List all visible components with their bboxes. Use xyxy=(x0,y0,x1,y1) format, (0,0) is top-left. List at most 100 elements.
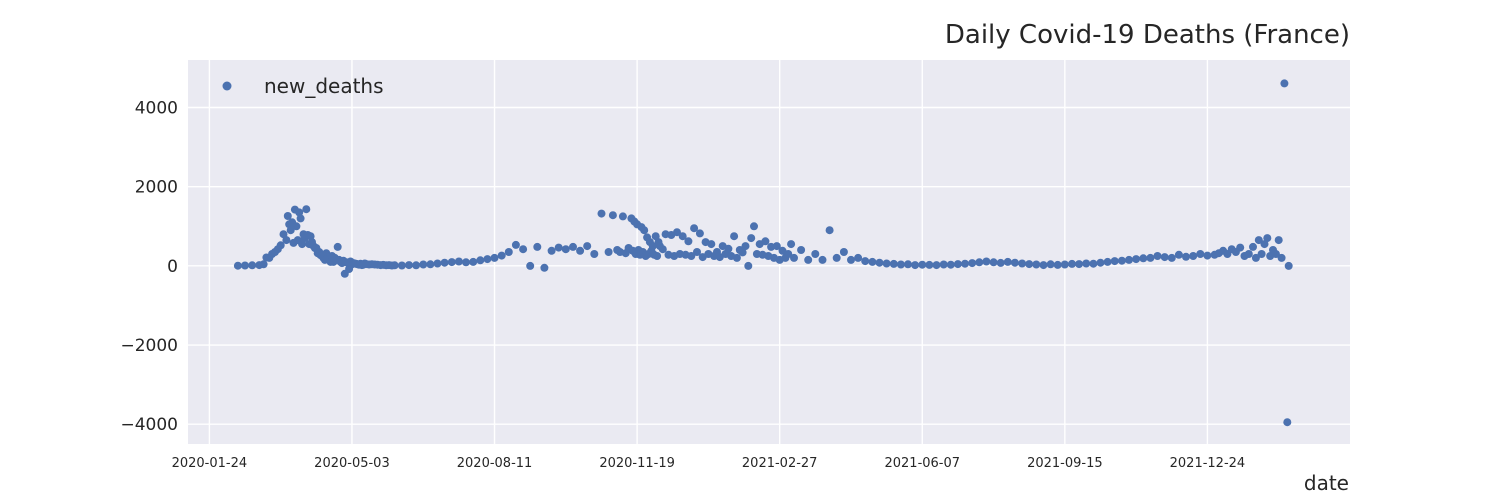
data-point xyxy=(1280,79,1289,88)
data-point xyxy=(882,259,891,268)
data-point xyxy=(419,260,428,269)
y-tick-label: 2000 xyxy=(135,178,178,198)
data-point xyxy=(996,258,1005,267)
data-point xyxy=(695,229,704,238)
data-point xyxy=(554,243,563,252)
data-point xyxy=(1110,257,1119,266)
x-tick-label: 2021-12-24 xyxy=(1170,456,1246,471)
data-point xyxy=(547,246,556,255)
data-point xyxy=(1182,252,1190,261)
data-point xyxy=(804,255,813,264)
x-tick-label: 2021-06-07 xyxy=(884,456,960,471)
data-point xyxy=(1271,250,1280,258)
data-point xyxy=(397,261,406,270)
data-point xyxy=(241,261,249,270)
y-axis: 4000 2000 0 −2000 −4000 xyxy=(120,99,178,436)
data-point xyxy=(490,253,499,262)
x-tick-label: 2020-11-19 xyxy=(599,456,675,471)
x-tick-label: 2020-08-11 xyxy=(457,456,533,471)
data-point xyxy=(896,260,905,269)
data-point xyxy=(761,237,770,246)
data-point xyxy=(690,224,699,233)
x-tick-label: 2020-05-03 xyxy=(314,456,390,471)
legend-label: new_deaths xyxy=(264,74,384,98)
data-point xyxy=(533,242,542,251)
data-point xyxy=(1174,250,1183,259)
data-point xyxy=(497,251,506,260)
legend-marker xyxy=(222,81,232,91)
x-tick-label: 2021-02-27 xyxy=(742,456,818,471)
data-point xyxy=(1032,260,1041,269)
data-point xyxy=(590,250,599,258)
data-point xyxy=(790,253,798,262)
data-point xyxy=(296,214,305,223)
data-point xyxy=(569,242,577,251)
data-point xyxy=(1089,259,1098,268)
data-point xyxy=(286,226,295,235)
data-point xyxy=(693,248,701,256)
data-point xyxy=(1103,257,1112,266)
data-point xyxy=(298,240,307,249)
data-point xyxy=(1018,259,1027,268)
data-point xyxy=(911,261,920,270)
data-point xyxy=(576,246,585,255)
data-point xyxy=(946,260,955,269)
data-point xyxy=(1263,234,1272,243)
data-point xyxy=(1075,260,1084,269)
data-point xyxy=(925,260,934,269)
data-point xyxy=(1139,254,1148,263)
data-point xyxy=(333,242,342,251)
data-point xyxy=(1053,260,1062,269)
data-point xyxy=(875,258,884,267)
data-point xyxy=(597,209,606,218)
data-point xyxy=(648,242,657,251)
data-point xyxy=(1284,261,1293,270)
data-point xyxy=(1236,243,1245,252)
data-point xyxy=(854,253,863,262)
data-point xyxy=(889,259,898,268)
data-point xyxy=(1096,258,1105,267)
data-point xyxy=(1274,236,1283,245)
data-point xyxy=(989,258,998,267)
x-axis-label: date xyxy=(1304,471,1349,495)
data-point xyxy=(405,261,413,270)
data-point xyxy=(462,258,470,267)
data-point xyxy=(1003,257,1012,266)
data-point xyxy=(707,240,716,249)
data-point xyxy=(583,242,592,251)
data-point xyxy=(233,261,242,270)
data-point xyxy=(561,245,570,254)
data-point xyxy=(961,259,969,268)
data-point xyxy=(1260,240,1269,249)
y-tick-label: −2000 xyxy=(120,336,178,356)
data-point xyxy=(1277,253,1286,262)
data-point xyxy=(248,261,257,270)
data-point xyxy=(730,232,739,241)
data-point xyxy=(825,226,834,235)
plot-area xyxy=(188,60,1350,444)
data-point xyxy=(608,211,617,220)
x-axis: 2020-01-24 2020-05-03 2020-08-11 2020-11-19… xyxy=(172,456,1246,471)
data-point xyxy=(1060,260,1069,269)
data-point xyxy=(678,232,687,241)
data-point xyxy=(279,230,288,239)
data-point xyxy=(483,255,492,264)
data-point xyxy=(426,260,435,269)
data-point xyxy=(433,259,442,268)
data-point xyxy=(1257,250,1266,258)
data-point xyxy=(975,258,984,267)
data-point xyxy=(861,257,870,266)
data-point xyxy=(526,261,535,270)
data-point xyxy=(476,256,485,265)
data-point xyxy=(1153,252,1162,260)
data-point xyxy=(1125,255,1133,264)
data-point xyxy=(1249,242,1257,251)
data-point xyxy=(1010,258,1019,267)
data-point xyxy=(772,242,781,251)
data-point xyxy=(738,248,747,257)
data-point xyxy=(787,240,796,249)
data-point xyxy=(968,259,977,268)
data-point xyxy=(904,260,912,269)
data-point xyxy=(640,226,649,235)
data-point xyxy=(847,255,855,264)
